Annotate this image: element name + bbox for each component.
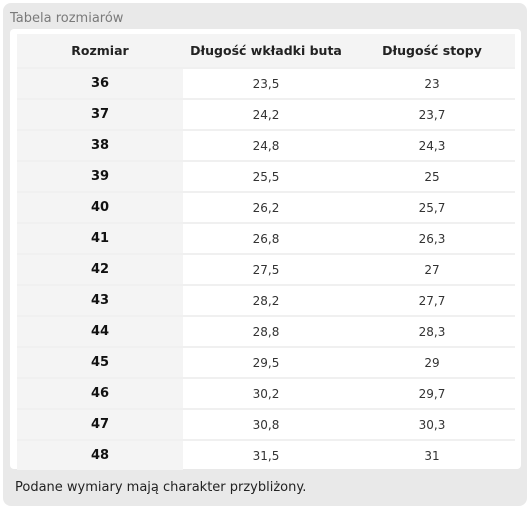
table-row: 42 27,5 27 <box>17 255 515 286</box>
insole-length-value: 26,2 <box>183 193 349 224</box>
table-row: 46 30,2 29,7 <box>17 379 515 410</box>
foot-length-value: 23,7 <box>349 100 515 131</box>
insole-length-value: 28,2 <box>183 286 349 317</box>
size-table: Rozmiar Długość wkładki buta Długość sto… <box>17 34 515 470</box>
table-row: 45 29,5 29 <box>17 348 515 379</box>
foot-length-value: 30,3 <box>349 410 515 441</box>
size-value: 46 <box>17 379 183 410</box>
insole-length-value: 27,5 <box>183 255 349 286</box>
insole-length-value: 31,5 <box>252 448 280 463</box>
table-row: 48 31,5 31 <box>17 441 515 470</box>
header-insole-length: Długość wkładki buta <box>183 34 349 69</box>
insole-length-value: 30,8 <box>183 410 349 441</box>
size-value: 38 <box>17 131 183 162</box>
foot-length-value: 29,7 <box>349 379 515 410</box>
table-row: 40 26,2 25,7 <box>17 193 515 224</box>
header-foot-length: Długość stopy <box>349 34 515 69</box>
insole-length-value: 26,8 <box>183 224 349 255</box>
size-value: 40 <box>17 193 183 224</box>
foot-length-value: 31 <box>424 448 440 463</box>
table-header-row: Rozmiar Długość wkładki buta Długość sto… <box>17 34 515 69</box>
foot-length-value: 28,3 <box>349 317 515 348</box>
foot-length-value: 29 <box>349 348 515 379</box>
table-body: 36 23,5 23 37 24,2 23,7 38 24,8 24,3 39 25,5 25 40 26… <box>17 69 515 470</box>
panel-title: Tabela rozmiarów <box>10 11 124 26</box>
table-row: 43 28,2 27,7 <box>17 286 515 317</box>
size-value: 36 <box>17 69 183 100</box>
foot-length-value: 25,7 <box>349 193 515 224</box>
insole-length-value: 29,5 <box>183 348 349 379</box>
table-row: 39 25,5 25 <box>17 162 515 193</box>
header-size: Rozmiar <box>17 34 183 69</box>
insole-length-value: 30,2 <box>183 379 349 410</box>
size-value: 42 <box>17 255 183 286</box>
size-value: 43 <box>17 286 183 317</box>
size-value: 45 <box>17 348 183 379</box>
insole-length-value: 24,8 <box>183 131 349 162</box>
table-row: 47 30,8 30,3 <box>17 410 515 441</box>
insole-length-value: 25,5 <box>183 162 349 193</box>
size-value: 47 <box>17 410 183 441</box>
insole-length-value: 24,2 <box>183 100 349 131</box>
size-value: 44 <box>17 317 183 348</box>
foot-length-value: 27,7 <box>349 286 515 317</box>
table-row: 38 24,8 24,3 <box>17 131 515 162</box>
foot-length-value: 23 <box>349 69 515 100</box>
foot-length-value: 26,3 <box>349 224 515 255</box>
footnote: Podane wymiary mają charakter przybliżon… <box>15 480 307 495</box>
size-table-container: Rozmiar Długość wkładki buta Długość sto… <box>10 29 521 470</box>
size-chart-panel: Tabela rozmiarów Rozmiar Długość wkładki… <box>3 3 527 506</box>
size-value: 48 <box>17 441 183 470</box>
table-row: 37 24,2 23,7 <box>17 100 515 131</box>
table-row: 41 26,8 26,3 <box>17 224 515 255</box>
foot-length-value: 27 <box>349 255 515 286</box>
size-value: 41 <box>17 224 183 255</box>
table-row: 44 28,8 28,3 <box>17 317 515 348</box>
insole-length-value: 28,8 <box>183 317 349 348</box>
table-row: 36 23,5 23 <box>17 69 515 100</box>
size-value: 39 <box>17 162 183 193</box>
foot-length-value: 24,3 <box>349 131 515 162</box>
size-value: 37 <box>17 100 183 131</box>
foot-length-value: 25 <box>349 162 515 193</box>
insole-length-value: 23,5 <box>183 69 349 100</box>
